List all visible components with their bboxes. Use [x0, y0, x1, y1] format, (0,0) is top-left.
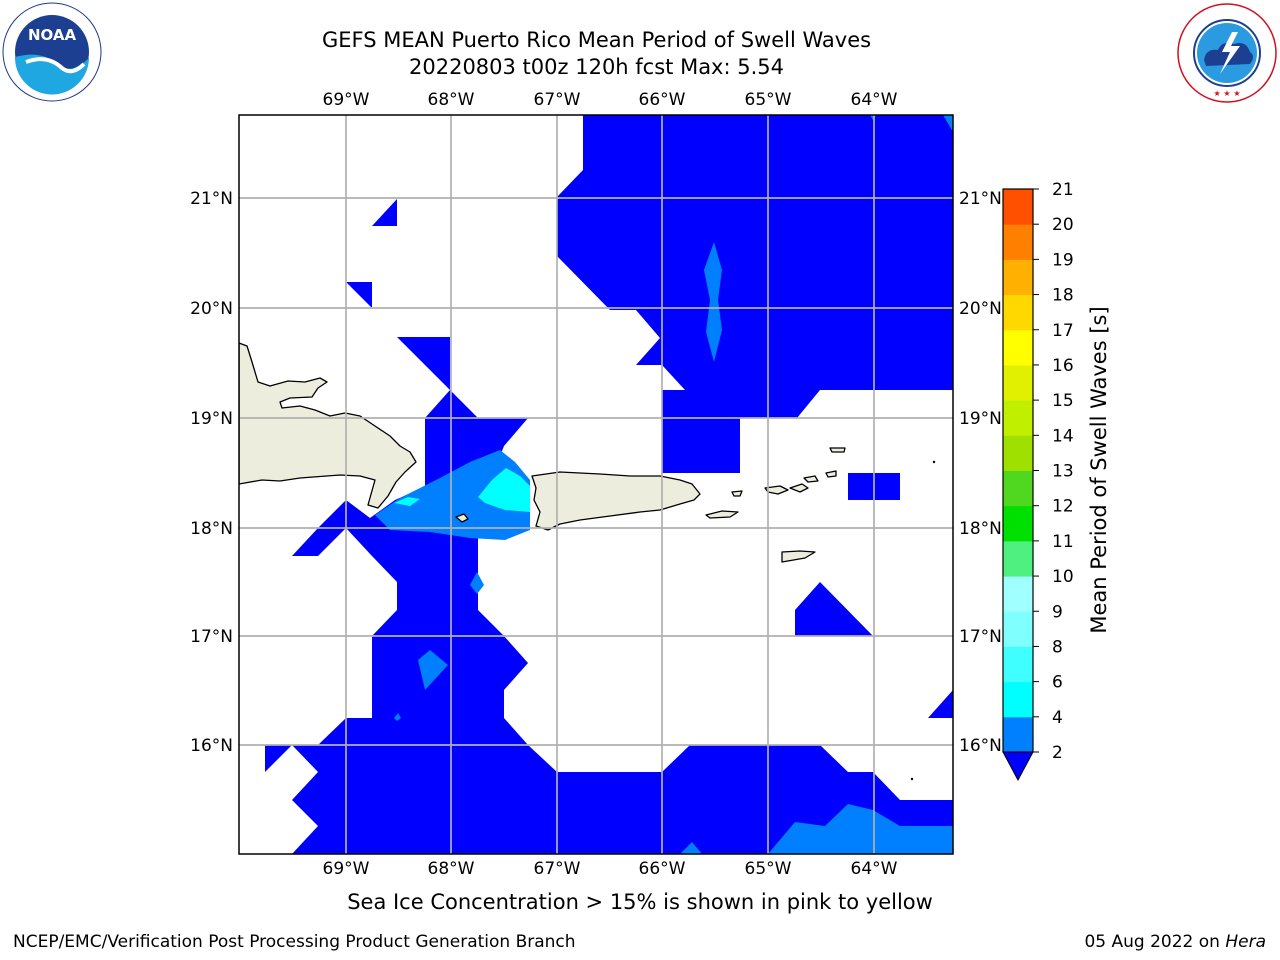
map-title: GEFS MEAN Puerto Rico Mean Period of Swe…	[321, 28, 872, 52]
lat-label: 21°N	[959, 189, 1002, 209]
lat-label: 17°N	[190, 627, 233, 647]
lon-label: 67°W	[534, 859, 581, 879]
colorbar-cell	[1003, 294, 1033, 331]
colorbar-tick-label: 21	[1052, 180, 1074, 200]
map-plot-area	[239, 115, 953, 854]
colorbar-cell	[1003, 400, 1033, 436]
lat-label: 17°N	[959, 627, 1002, 647]
footer-date: 05 Aug 2022 on Hera	[1084, 932, 1266, 952]
lat-labels-left: 21°N 20°N 19°N 18°N 17°N 16°N	[190, 189, 233, 756]
virgin-islands-4	[825, 470, 837, 478]
virgin-islands-3	[803, 475, 819, 483]
colorbar-tick-label: 8	[1052, 637, 1063, 657]
colorbar-tick-label: 16	[1052, 356, 1074, 376]
lon-label: 65°W	[745, 859, 792, 879]
mona-island	[455, 513, 469, 523]
lon-labels-bottom: 69°W 68°W 67°W 66°W 65°W 64°W	[323, 859, 898, 879]
colorbar-cell	[1003, 646, 1033, 683]
colorbar-tick-label: 9	[1052, 602, 1063, 622]
vieques-island	[705, 510, 739, 519]
footer-date-text: 05 Aug 2022 on	[1084, 932, 1226, 952]
st-croix-island	[781, 550, 816, 563]
lat-label: 19°N	[959, 409, 1002, 429]
colorbar-cell	[1003, 576, 1033, 612]
lon-label: 65°W	[745, 90, 792, 110]
virgin-islands-2	[789, 483, 809, 493]
lon-label: 66°W	[639, 90, 686, 110]
lat-label: 21°N	[190, 189, 233, 209]
noaa-logo: NOAA	[2, 2, 102, 102]
culebra-island	[731, 490, 743, 497]
colorbar-tick-label: 15	[1052, 391, 1074, 411]
lon-label: 68°W	[428, 859, 475, 879]
colorbar-cell	[1003, 611, 1033, 647]
colorbar-tick-label: 4	[1052, 708, 1063, 728]
lon-label: 69°W	[323, 90, 370, 110]
lon-label: 68°W	[428, 90, 475, 110]
swell-period-below-2-fill	[265, 115, 953, 854]
colorbar-tick-label: 20	[1052, 215, 1074, 235]
lat-label: 19°N	[190, 409, 233, 429]
lat-label: 20°N	[190, 299, 233, 319]
colorbar-tick-label: 6	[1052, 673, 1063, 693]
colorbar-cell	[1003, 364, 1033, 401]
lat-label: 16°N	[190, 736, 233, 756]
colorbar-tick-label: 19	[1052, 250, 1074, 270]
colorbar-tick-label: 14	[1052, 426, 1074, 446]
colorbar-tick-label: 12	[1052, 497, 1074, 517]
colorbar-tick-label: 18	[1052, 286, 1074, 306]
colorbar-cell	[1003, 540, 1033, 577]
lon-labels-top: 69°W 68°W 67°W 66°W 65°W 64°W	[323, 90, 898, 110]
colorbar-tick-label: 17	[1052, 321, 1074, 341]
colorbar-tick-label: 2	[1052, 743, 1063, 763]
lat-label: 18°N	[190, 519, 233, 539]
swell-period-4-6-fill	[394, 468, 530, 512]
lat-labels-right: 21°N 20°N 19°N 18°N 17°N 16°N	[959, 189, 1002, 756]
colorbar-tick-label: 10	[1052, 567, 1074, 587]
lat-label: 20°N	[959, 299, 1002, 319]
swell-period-2-4-fill	[375, 115, 953, 854]
lon-label: 66°W	[639, 859, 686, 879]
colorbar-tick-label: 13	[1052, 462, 1074, 482]
national-weather-service-logo: ★ ★ ★	[1177, 3, 1277, 103]
noaa-wordmark: NOAA	[28, 26, 77, 44]
colorbar-cell	[1003, 259, 1033, 296]
anegada-island	[829, 447, 846, 453]
sea-ice-caption: Sea Ice Concentration > 15% is shown in …	[347, 890, 933, 914]
lon-label: 64°W	[851, 90, 898, 110]
colorbar-cell	[1003, 505, 1033, 542]
colorbar-label: Mean Period of Swell Waves [s]	[1087, 306, 1111, 633]
footer-host: Hera	[1225, 932, 1266, 952]
land-masses	[239, 342, 846, 563]
hispaniola-coast	[239, 342, 417, 509]
map-gridlines	[239, 115, 953, 854]
colorbar-cell	[1003, 189, 1033, 225]
colorbar-cell	[1003, 470, 1033, 507]
footer-credit: NCEP/EMC/Verification Post Processing Pr…	[13, 932, 576, 952]
lon-label: 69°W	[323, 859, 370, 879]
svg-text:★ ★ ★: ★ ★ ★	[1213, 89, 1240, 98]
map-subtitle: 20220803 t00z 120h fcst Max: 5.54	[409, 55, 784, 79]
map-frame	[238, 114, 954, 855]
colorbar-extend-triangle	[1002, 751, 1034, 782]
colorbar-cell	[1003, 329, 1033, 366]
colorbar-cell	[1003, 716, 1033, 753]
colorbar-cell	[1003, 435, 1033, 471]
lon-label: 64°W	[851, 859, 898, 879]
colorbar: 2 4 6 8 9 10 11 12 13 14 15 16 17 18 19 20 21 Mean Perio…	[1002, 180, 1111, 782]
lat-label: 18°N	[959, 519, 1002, 539]
lat-label: 16°N	[959, 736, 1002, 756]
puerto-rico-coast	[531, 471, 701, 531]
colorbar-cell	[1003, 224, 1033, 260]
colorbar-tick-label: 11	[1052, 532, 1074, 552]
lon-label: 67°W	[534, 90, 581, 110]
colorbar-cell	[1003, 681, 1033, 718]
